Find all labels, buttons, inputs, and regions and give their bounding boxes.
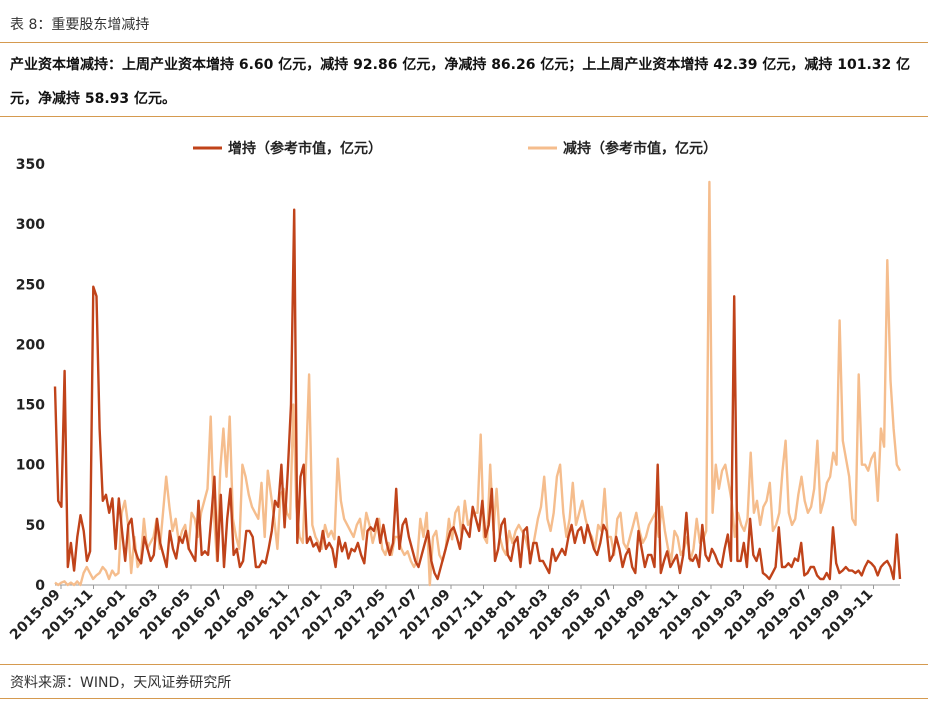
page-title: 表 8：重要股东增减持 xyxy=(10,17,150,33)
series-line-increase xyxy=(53,208,902,581)
summary-text: 产业资本增减持：上周产业资本增持 6.60 亿元，减持 92.86 亿元，净减持… xyxy=(10,57,911,107)
y-tick-label: 250 xyxy=(16,277,45,293)
legend-label-decrease: 减持（参考市值，亿元） xyxy=(563,140,717,157)
y-axis: 0 50 100 150 200 250 300 350 xyxy=(16,157,45,594)
y-tick-label: 300 xyxy=(16,217,45,233)
y-tick-label: 150 xyxy=(16,398,45,414)
title-divider xyxy=(0,42,928,43)
legend: 增持（参考市值，亿元） 减持（参考市值，亿元） xyxy=(193,140,717,157)
x-axis: 2015-092015-112016-012016-032016-052016-… xyxy=(7,584,900,643)
series-line-decrease xyxy=(54,180,902,587)
y-tick-label: 100 xyxy=(16,458,45,474)
bottom-divider xyxy=(0,698,928,699)
source-note: 资料来源：WIND，天风证券研究所 xyxy=(10,675,232,691)
y-tick-label: 200 xyxy=(16,337,45,353)
footer-divider xyxy=(0,664,928,665)
series-group xyxy=(53,180,902,587)
y-tick-label: 350 xyxy=(16,157,45,173)
y-tick-label: 50 xyxy=(26,518,46,534)
summary-divider xyxy=(0,116,928,117)
y-tick-label: 0 xyxy=(35,578,45,594)
legend-label-increase: 增持（参考市值，亿元） xyxy=(228,140,382,157)
